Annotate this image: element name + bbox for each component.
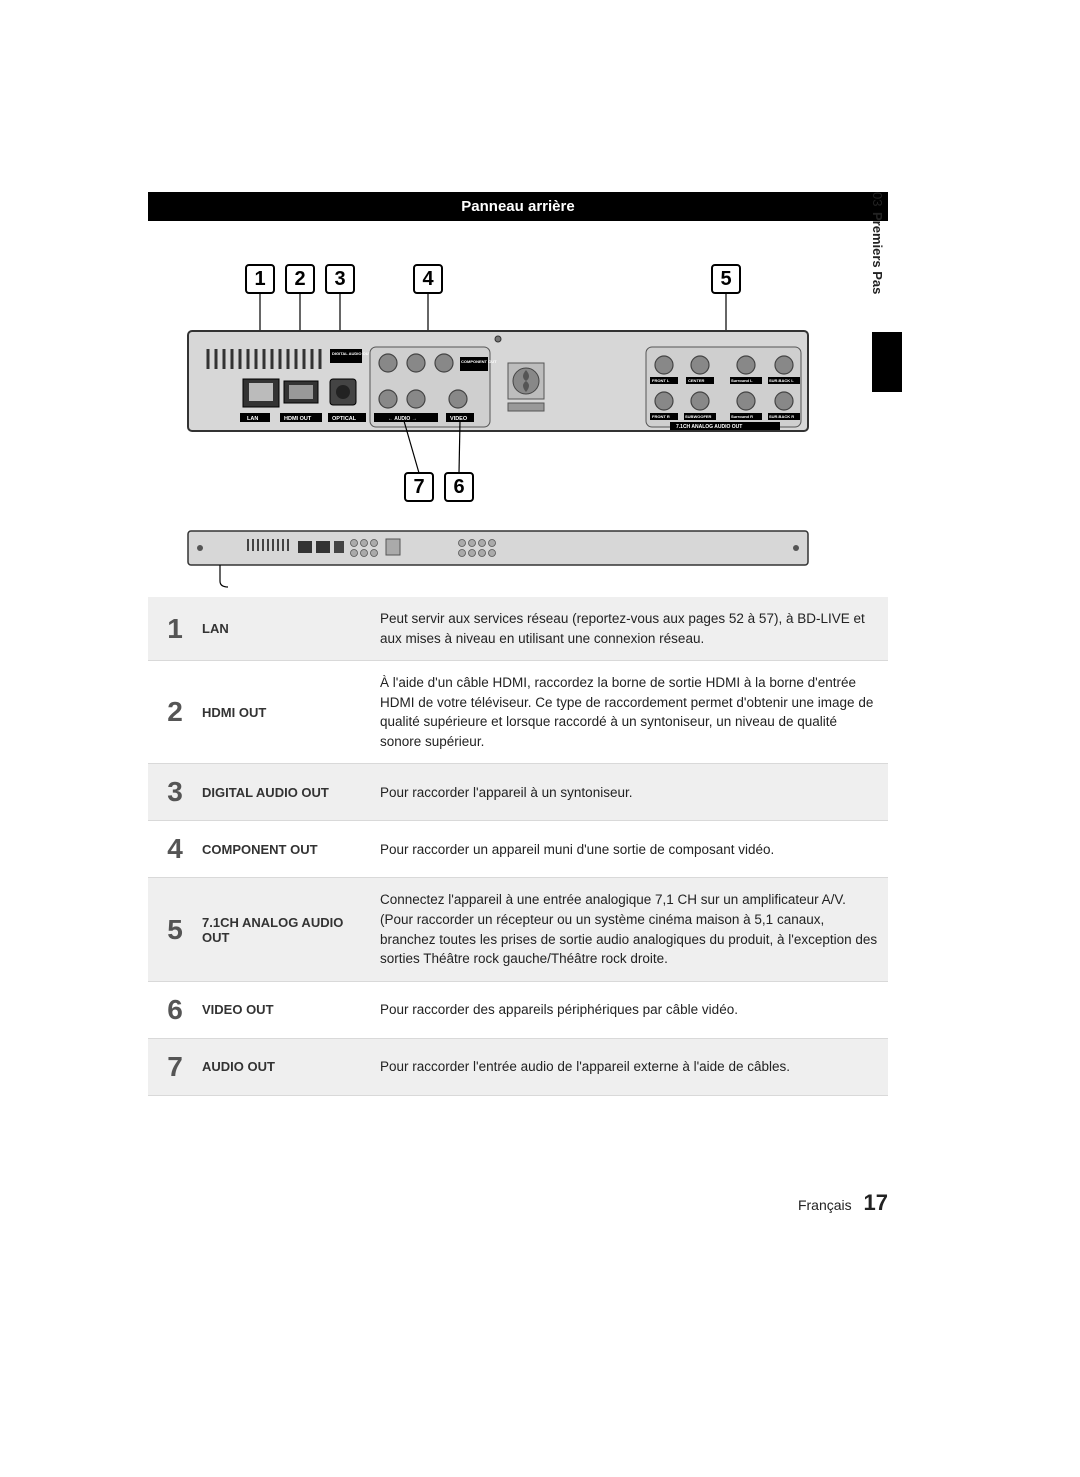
svg-text:LAN: LAN: [247, 416, 258, 422]
svg-text:SUBWOOFER: SUBWOOFER: [685, 414, 712, 419]
table-row: 2 HDMI OUT À l'aide d'un câble HDMI, rac…: [148, 661, 888, 764]
row-label: VIDEO OUT: [202, 1002, 380, 1017]
row-number: 4: [148, 833, 202, 865]
row-number: 1: [148, 613, 202, 645]
row-number: 3: [148, 776, 202, 808]
footer-language: Français: [798, 1197, 852, 1213]
row-desc: Pour raccorder l'appareil à un syntonise…: [380, 783, 888, 803]
svg-text:2: 2: [294, 268, 305, 290]
row-desc: Pour raccorder un appareil muni d'une so…: [380, 840, 888, 860]
svg-text:SUR.BACK L: SUR.BACK L: [769, 378, 794, 383]
table-row: 3 DIGITAL AUDIO OUT Pour raccorder l'app…: [148, 764, 888, 821]
table-row: 1 LAN Peut servir aux services réseau (r…: [148, 597, 888, 661]
svg-text:6: 6: [453, 476, 464, 498]
svg-text:DIGITAL AUDIO OUT: DIGITAL AUDIO OUT: [332, 351, 372, 356]
svg-text:7.1CH ANALOG AUDIO OUT: 7.1CH ANALOG AUDIO OUT: [676, 424, 742, 430]
row-desc: Peut servir aux services réseau (reporte…: [380, 609, 888, 648]
table-row: 5 7.1CH ANALOG AUDIO OUT Connectez l'app…: [148, 878, 888, 981]
svg-text:3: 3: [334, 268, 345, 290]
table-row: 4 COMPONENT OUT Pour raccorder un appare…: [148, 821, 888, 878]
row-number: 6: [148, 994, 202, 1026]
svg-text:FRONT R: FRONT R: [652, 414, 670, 419]
row-label: LAN: [202, 621, 380, 636]
row-number: 5: [148, 914, 202, 946]
section-number: 03: [870, 192, 885, 206]
footer-page-number: 17: [864, 1190, 888, 1215]
svg-text:7: 7: [413, 476, 424, 498]
svg-text:FRONT L: FRONT L: [652, 378, 670, 383]
svg-text:← AUDIO →: ← AUDIO →: [388, 416, 417, 422]
svg-text:4: 4: [422, 268, 434, 290]
svg-text:HDMI OUT: HDMI OUT: [284, 416, 312, 422]
row-number: 2: [148, 696, 202, 728]
row-desc: Pour raccorder des appareils périphériqu…: [380, 1000, 888, 1020]
manual-page: Panneau arrière 1 2 3: [148, 192, 888, 1096]
row-desc: Connectez l'appareil à une entrée analog…: [380, 890, 888, 968]
row-label: AUDIO OUT: [202, 1059, 380, 1074]
svg-text:CENTER: CENTER: [688, 378, 705, 383]
svg-text:Surround R: Surround R: [731, 414, 753, 419]
section-sidebar: 03 Premiers Pas: [870, 192, 892, 782]
svg-text:1: 1: [254, 268, 265, 290]
page-footer: Français 17: [148, 1190, 888, 1477]
svg-text:COMPONENT OUT: COMPONENT OUT: [461, 359, 497, 364]
thumb-tab: [872, 332, 902, 392]
row-label: 7.1CH ANALOG AUDIO OUT: [202, 915, 380, 945]
row-label: DIGITAL AUDIO OUT: [202, 785, 380, 800]
table-row: 6 VIDEO OUT Pour raccorder des appareils…: [148, 982, 888, 1039]
table-row: 7 AUDIO OUT Pour raccorder l'entrée audi…: [148, 1039, 888, 1096]
row-desc: Pour raccorder l'entrée audio de l'appar…: [380, 1057, 888, 1077]
svg-text:5: 5: [720, 268, 731, 290]
svg-text:Surround L: Surround L: [731, 378, 753, 383]
section-name: Premiers Pas: [870, 212, 885, 294]
port-table: 1 LAN Peut servir aux services réseau (r…: [148, 597, 888, 1096]
row-desc: À l'aide d'un câble HDMI, raccordez la b…: [380, 673, 888, 751]
rear-panel-diagram: 1 2 3 4: [148, 221, 888, 591]
row-number: 7: [148, 1051, 202, 1083]
section-title-text: Panneau arrière: [461, 198, 574, 215]
svg-text:VIDEO: VIDEO: [450, 416, 468, 422]
row-label: HDMI OUT: [202, 705, 380, 720]
row-label: COMPONENT OUT: [202, 842, 380, 857]
svg-text:OPTICAL: OPTICAL: [332, 416, 357, 422]
svg-text:SUR.BACK R: SUR.BACK R: [769, 414, 794, 419]
section-title: Panneau arrière: [148, 192, 888, 221]
